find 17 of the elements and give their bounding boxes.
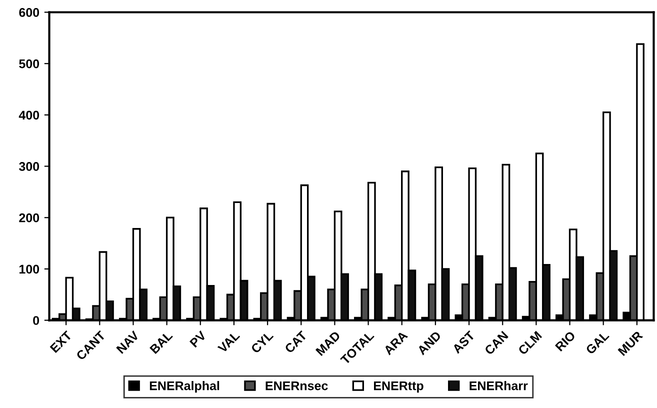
y-tick-label: 0	[33, 316, 40, 325]
legend-label: ENERttp	[374, 381, 424, 393]
x-tick-label: VAL	[217, 330, 240, 354]
y-tick-label: 300	[18, 162, 40, 171]
legend-label: ENERnsec	[266, 381, 328, 390]
x-tick-label: PV	[190, 330, 207, 348]
x-tick-label: RIO	[554, 330, 576, 352]
y-tick-label: 600	[19, 8, 40, 17]
y-tick-label: 100	[19, 264, 40, 274]
y-tick-label: 200	[19, 213, 40, 222]
x-tick-label: BAL	[150, 330, 173, 354]
y-tick-label: 400	[18, 110, 40, 120]
x-tick-label: CYL	[250, 330, 274, 354]
y-tick-label: 500	[19, 59, 40, 68]
x-tick-label: GAL	[585, 330, 610, 355]
legend-label: ENERalphal	[150, 381, 220, 393]
legend-label: ENERharr	[470, 381, 528, 390]
